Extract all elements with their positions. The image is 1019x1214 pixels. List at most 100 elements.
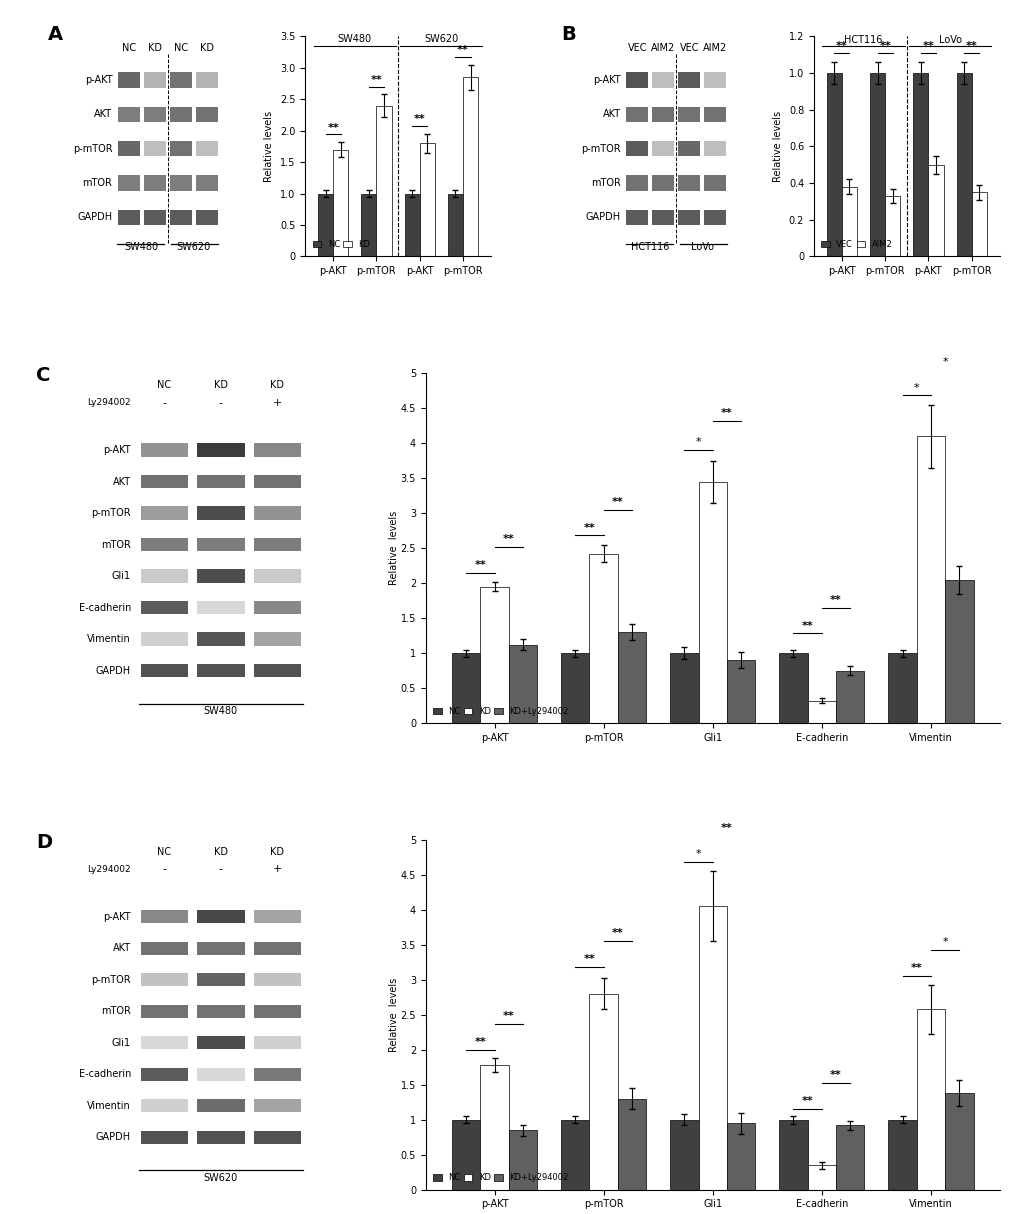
Bar xyxy=(589,554,618,724)
Y-axis label: Relative  levels: Relative levels xyxy=(389,977,398,1051)
Bar xyxy=(169,141,192,157)
Bar xyxy=(254,1036,301,1049)
Text: Ly294002: Ly294002 xyxy=(88,398,130,407)
Text: SW620: SW620 xyxy=(204,1173,237,1182)
Text: *: * xyxy=(695,437,701,447)
Text: p-AKT: p-AKT xyxy=(103,912,130,921)
Bar xyxy=(169,107,192,121)
Bar xyxy=(841,187,856,256)
Bar xyxy=(916,436,945,724)
Bar xyxy=(678,210,700,225)
Bar xyxy=(447,193,463,256)
Bar xyxy=(678,107,700,121)
Text: SW480: SW480 xyxy=(337,34,372,44)
Bar xyxy=(727,660,754,724)
Bar xyxy=(117,107,140,121)
Text: GAPDH: GAPDH xyxy=(96,665,130,675)
Bar xyxy=(626,210,648,225)
Text: SW480: SW480 xyxy=(204,707,237,716)
Bar xyxy=(704,175,726,191)
Text: mTOR: mTOR xyxy=(101,1006,130,1016)
Text: AIM2: AIM2 xyxy=(650,42,675,53)
Y-axis label: Relative levels: Relative levels xyxy=(772,110,783,182)
Bar xyxy=(196,141,217,157)
Text: p-AKT: p-AKT xyxy=(593,75,621,85)
Bar xyxy=(704,141,726,157)
Text: **: ** xyxy=(829,1071,841,1080)
Bar xyxy=(669,1119,698,1190)
Bar xyxy=(141,1036,187,1049)
Text: AKT: AKT xyxy=(94,109,112,119)
Bar xyxy=(197,1067,245,1080)
Text: **: ** xyxy=(457,45,469,56)
Bar xyxy=(197,664,245,677)
Bar xyxy=(197,910,245,924)
Text: KD: KD xyxy=(200,42,213,53)
Bar xyxy=(196,73,217,87)
Text: **: ** xyxy=(829,595,841,605)
Bar xyxy=(652,73,674,87)
Bar xyxy=(956,73,971,256)
Text: p-mTOR: p-mTOR xyxy=(581,143,621,154)
Bar xyxy=(463,78,478,256)
Bar xyxy=(141,632,187,646)
Text: **: ** xyxy=(474,1037,486,1046)
Text: **: ** xyxy=(502,534,514,544)
Bar xyxy=(196,107,217,121)
Bar xyxy=(779,653,807,724)
Text: AKT: AKT xyxy=(602,109,621,119)
Bar xyxy=(254,1099,301,1112)
Bar xyxy=(912,73,927,256)
Bar xyxy=(254,569,301,583)
Text: KD: KD xyxy=(270,846,284,857)
Text: **: ** xyxy=(474,560,486,569)
Bar xyxy=(254,1004,301,1017)
Text: SW620: SW620 xyxy=(424,34,459,44)
Bar xyxy=(419,143,434,256)
Legend: NC, KD, KD+Ly294002: NC, KD, KD+Ly294002 xyxy=(430,703,572,719)
Bar xyxy=(144,141,165,157)
Bar xyxy=(971,192,985,256)
Bar xyxy=(144,175,165,191)
Text: D: D xyxy=(37,833,52,852)
Bar xyxy=(144,107,165,121)
Bar xyxy=(626,107,648,121)
Bar xyxy=(141,1004,187,1017)
Text: KD: KD xyxy=(214,846,227,857)
Bar xyxy=(652,175,674,191)
Bar xyxy=(626,141,648,157)
Bar xyxy=(451,653,480,724)
Bar xyxy=(117,210,140,225)
Legend: NC, KD: NC, KD xyxy=(309,237,373,253)
Bar xyxy=(117,73,140,87)
Bar xyxy=(508,1130,537,1190)
Bar xyxy=(704,107,726,121)
Bar xyxy=(141,506,187,520)
Text: **: ** xyxy=(801,1096,813,1106)
Text: +: + xyxy=(272,864,282,874)
Bar xyxy=(698,482,727,724)
Bar xyxy=(333,149,347,256)
Text: p-mTOR: p-mTOR xyxy=(72,143,112,154)
Bar xyxy=(197,942,245,954)
Bar xyxy=(117,175,140,191)
Bar xyxy=(888,1119,916,1190)
Text: HCT116: HCT116 xyxy=(631,242,668,253)
Bar xyxy=(254,538,301,551)
Bar xyxy=(117,141,140,157)
Bar xyxy=(836,670,863,724)
Bar xyxy=(480,1065,508,1190)
Bar xyxy=(144,73,165,87)
Text: *: * xyxy=(942,937,947,947)
Text: **: ** xyxy=(611,929,623,938)
Text: HCT116: HCT116 xyxy=(844,35,881,45)
Bar xyxy=(451,1119,480,1190)
Text: **: ** xyxy=(583,523,595,533)
Text: *: * xyxy=(942,357,947,367)
Bar xyxy=(779,1119,807,1190)
Text: Vimentin: Vimentin xyxy=(88,1101,130,1111)
Text: GAPDH: GAPDH xyxy=(585,212,621,222)
Bar xyxy=(197,1130,245,1144)
Text: **: ** xyxy=(878,41,890,51)
Text: **: ** xyxy=(965,41,976,51)
